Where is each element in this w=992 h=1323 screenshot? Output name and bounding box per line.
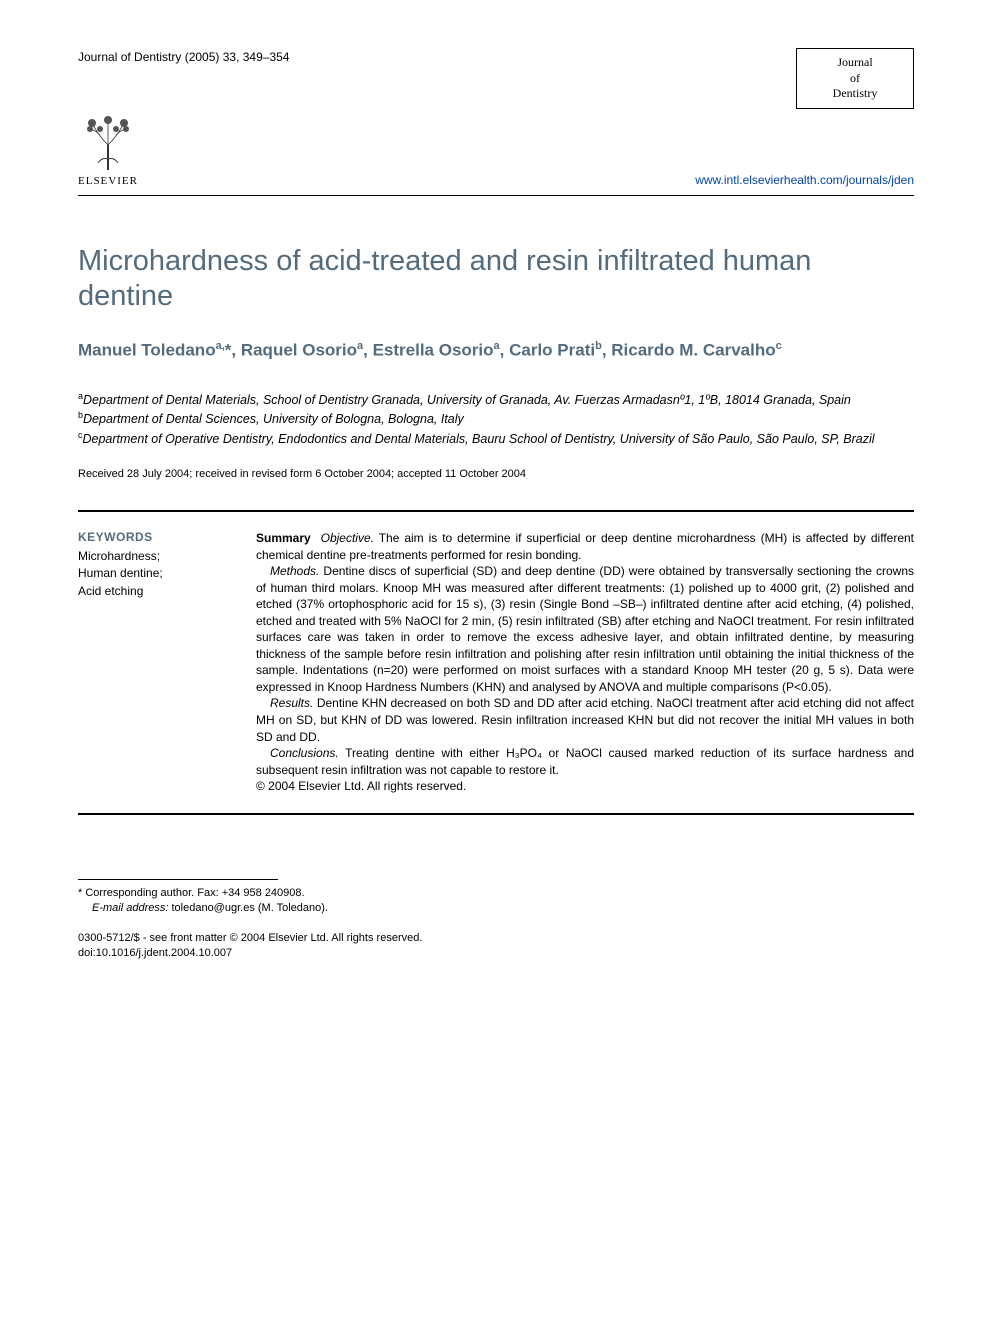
keyword-item: Acid etching	[78, 583, 234, 600]
corresponding-author: * Corresponding author. Fax: +34 958 240…	[78, 886, 914, 917]
journal-title-box: Journal of Dentistry	[796, 48, 914, 109]
affiliation-b: bDepartment of Dental Sciences, Universi…	[78, 409, 914, 428]
results-label: Results.	[270, 696, 313, 710]
methods-label: Methods.	[270, 564, 319, 578]
corresponding-email: toledano@ugr.es (M. Toledano).	[168, 902, 328, 914]
abstract-box: KEYWORDS Microhardness; Human dentine; A…	[78, 510, 914, 815]
footer-info: 0300-5712/$ - see front matter © 2004 El…	[78, 931, 914, 962]
abstract-results: Results. Dentine KHN decreased on both S…	[256, 695, 914, 745]
summary-label: Summary	[256, 531, 311, 545]
footnote-divider	[78, 879, 278, 880]
journal-reference: Journal of Dentistry (2005) 33, 349–354	[78, 48, 289, 64]
journal-box-line: Journal	[815, 55, 895, 71]
journal-box-line: Dentistry	[815, 86, 895, 102]
footer-doi: doi:10.1016/j.jdent.2004.10.007	[78, 946, 914, 961]
corresponding-note: * Corresponding author. Fax: +34 958 240…	[78, 886, 914, 901]
elsevier-text: ELSEVIER	[78, 175, 138, 187]
abstract-methods: Methods. Dentine discs of superficial (S…	[256, 563, 914, 695]
header-divider	[78, 195, 914, 196]
article-title: Microhardness of acid-treated and resin …	[78, 244, 914, 314]
abstract-objective: Summary Objective. The aim is to determi…	[256, 530, 914, 563]
summary-column: Summary Objective. The aim is to determi…	[256, 530, 914, 795]
objective-label: Objective.	[321, 531, 374, 545]
keyword-item: Human dentine;	[78, 565, 234, 582]
elsevier-logo: ELSEVIER	[78, 115, 138, 187]
authors-list: Manuel Toledanoa,*, Raquel Osorioa, Estr…	[78, 339, 914, 362]
journal-box-line: of	[815, 71, 895, 87]
conclusions-label: Conclusions.	[270, 746, 339, 760]
received-dates: Received 28 July 2004; received in revis…	[78, 468, 914, 480]
abstract-copyright: © 2004 Elsevier Ltd. All rights reserved…	[256, 778, 914, 795]
footer-issn: 0300-5712/$ - see front matter © 2004 El…	[78, 931, 914, 946]
email-label: E-mail address:	[78, 902, 168, 914]
journal-url-link[interactable]: www.intl.elsevierhealth.com/journals/jde…	[695, 173, 914, 187]
keywords-column: KEYWORDS Microhardness; Human dentine; A…	[78, 530, 234, 795]
keywords-heading: KEYWORDS	[78, 530, 234, 544]
affiliations-block: aDepartment of Dental Materials, School …	[78, 390, 914, 448]
affiliation-a: aDepartment of Dental Materials, School …	[78, 390, 914, 409]
affiliation-c: cDepartment of Operative Dentistry, Endo…	[78, 429, 914, 448]
keyword-item: Microhardness;	[78, 548, 234, 565]
keywords-list: Microhardness; Human dentine; Acid etchi…	[78, 548, 234, 600]
elsevier-tree-icon	[80, 115, 136, 175]
abstract-conclusions: Conclusions. Treating dentine with eithe…	[256, 745, 914, 778]
